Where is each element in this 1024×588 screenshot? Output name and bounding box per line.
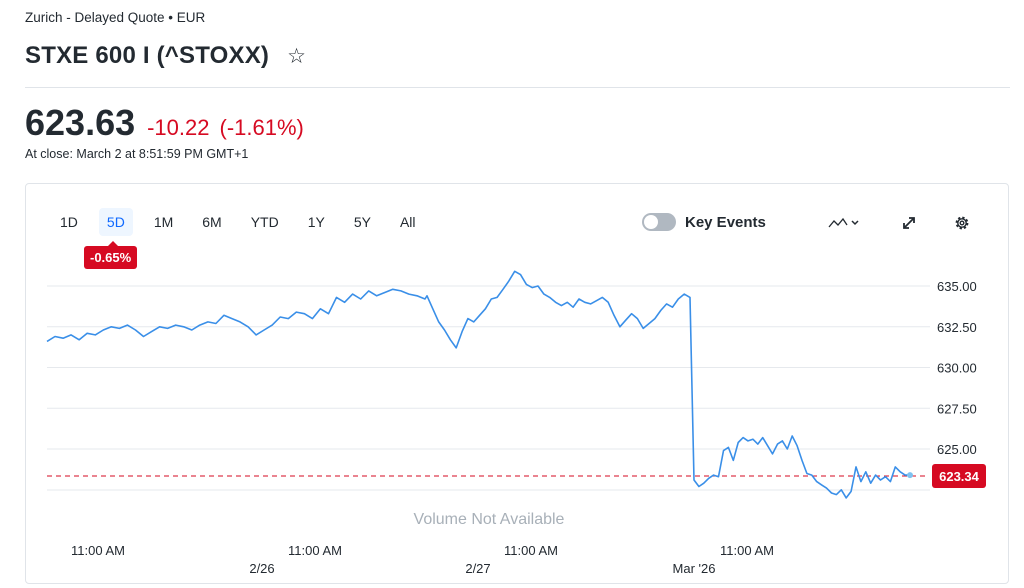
tab-1m[interactable]: 1M bbox=[153, 214, 174, 230]
y-tick-label: 625.00 bbox=[937, 442, 977, 457]
last-point-marker bbox=[907, 472, 913, 479]
page-title: STXE 600 I (^STOXX) bbox=[25, 42, 270, 69]
chart-type-button[interactable] bbox=[828, 212, 862, 234]
y-tick-label: 632.50 bbox=[937, 320, 977, 335]
y-tick-label: 635.00 bbox=[937, 279, 977, 294]
tab-5y[interactable]: 5Y bbox=[353, 214, 371, 230]
settings-button[interactable] bbox=[951, 212, 973, 234]
exchange-info: Zurich - Delayed Quote • EUR bbox=[25, 10, 206, 25]
key-events-toggle[interactable]: Key Events bbox=[642, 213, 766, 231]
price-series-line bbox=[46, 270, 910, 499]
toggle-switch[interactable] bbox=[642, 213, 676, 231]
title-row: STXE 600 I (^STOXX) ☆ bbox=[25, 42, 306, 70]
tab-ytd[interactable]: YTD bbox=[250, 214, 279, 230]
x-date-label: 2/26 bbox=[249, 561, 274, 576]
x-time-label: 11:00 AM bbox=[71, 543, 125, 558]
tab-6m[interactable]: 6M bbox=[202, 214, 222, 230]
performance-badge: -0.65% bbox=[84, 241, 138, 269]
expand-icon bbox=[903, 217, 915, 229]
reference-label-box bbox=[932, 464, 986, 489]
price-change-percent: (-1.61%) bbox=[219, 115, 304, 140]
y-tick-label: 630.00 bbox=[937, 361, 977, 376]
x-time-label: 11:00 AM bbox=[504, 543, 558, 558]
header-divider bbox=[25, 87, 1010, 88]
reference-label: 623.34 bbox=[939, 469, 980, 484]
chart-card bbox=[25, 183, 1009, 584]
gear-icon bbox=[955, 216, 969, 230]
volume-not-available: Volume Not Available bbox=[414, 511, 565, 528]
tab-1y[interactable]: 1Y bbox=[307, 214, 325, 230]
price-change: -10.22 bbox=[147, 115, 210, 140]
current-price: 623.63 bbox=[25, 102, 136, 143]
expand-button[interactable] bbox=[898, 212, 920, 234]
range-tabs: 1D 5D 1M 6M YTD 1Y 5Y All bbox=[52, 208, 437, 236]
tab-all[interactable]: All bbox=[399, 214, 416, 230]
toggle-knob bbox=[644, 215, 658, 229]
star-icon[interactable]: ☆ bbox=[287, 44, 306, 68]
price-row: 623.63 -10.22 (-1.61%) bbox=[25, 102, 304, 144]
close-time: At close: March 2 at 8:51:59 PM GMT+1 bbox=[25, 147, 249, 161]
x-time-label: 11:00 AM bbox=[720, 543, 774, 558]
x-date-label: 2/27 bbox=[465, 561, 490, 576]
x-date-label: Mar '26 bbox=[673, 561, 716, 576]
tab-1d[interactable]: 1D bbox=[60, 214, 78, 230]
tab-5d[interactable]: 5D bbox=[98, 208, 133, 236]
y-tick-label: 627.50 bbox=[937, 401, 977, 416]
mountain-chart-icon bbox=[828, 217, 859, 228]
x-time-label: 11:00 AM bbox=[288, 543, 342, 558]
key-events-label: Key Events bbox=[685, 213, 766, 231]
